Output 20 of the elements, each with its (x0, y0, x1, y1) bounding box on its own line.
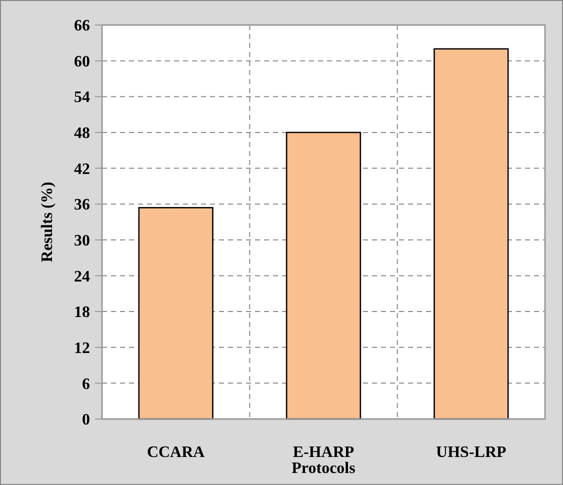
x-tick-label: UHS-LRP (436, 444, 507, 461)
y-tick-label: 6 (82, 376, 90, 393)
y-tick-label: 54 (74, 89, 90, 106)
y-tick-label: 36 (74, 196, 90, 214)
x-tick-label: CCARA (146, 444, 206, 461)
y-tick-label: 66 (74, 18, 90, 35)
y-tick-label: 60 (74, 53, 90, 70)
y-tick-label: 0 (82, 412, 90, 429)
x-tick-label: E-HARP (292, 444, 354, 461)
bar (138, 207, 214, 420)
bar (286, 132, 362, 420)
y-tick-label: 12 (74, 340, 90, 357)
y-tick-label: 18 (74, 304, 90, 322)
x-axis-title: Protocols (292, 460, 356, 477)
y-tick-label: 24 (74, 268, 90, 286)
y-axis-title: Results (%) (39, 182, 56, 262)
y-tick-label: 30 (74, 232, 90, 250)
bar (434, 48, 509, 420)
y-tick-label: 48 (74, 125, 90, 142)
y-tick-label: 42 (74, 160, 90, 178)
